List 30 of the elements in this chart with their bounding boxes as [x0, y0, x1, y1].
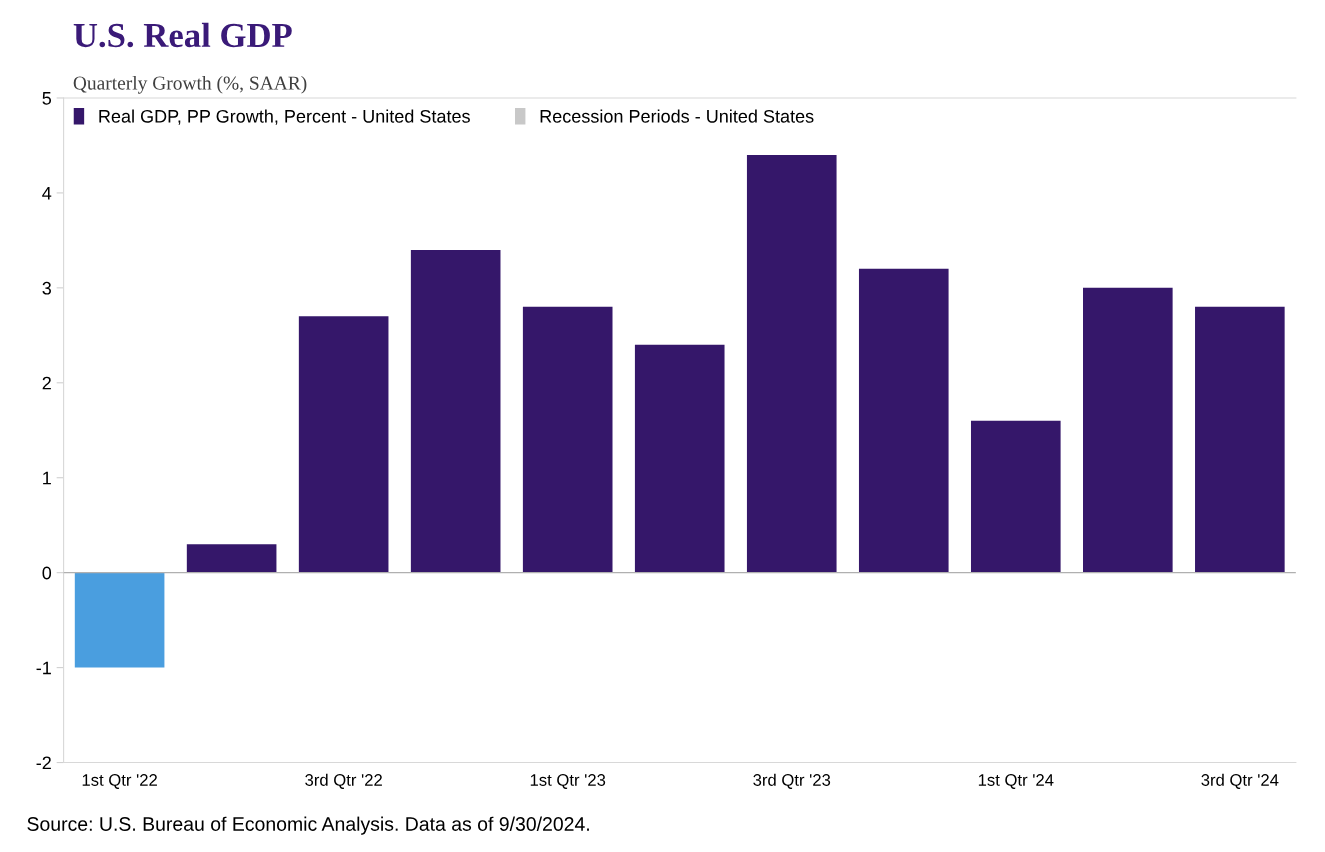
bar — [298, 316, 389, 573]
bar — [1195, 306, 1285, 573]
chart-title: U.S. Real GDP — [73, 22, 292, 48]
x-tick-label: 1st Qtr '23 — [530, 774, 606, 789]
bar — [858, 268, 949, 573]
y-tick-label: 2 — [42, 376, 51, 390]
x-tick-label: 3rd Qtr '23 — [753, 773, 831, 789]
x-tick-label: 1st Qtr '24 — [978, 774, 1054, 789]
bar — [522, 306, 613, 573]
bar — [1083, 287, 1173, 573]
x-tick-label: 3rd Qtr '22 — [305, 773, 382, 789]
source-note: Source: U.S. Bureau of Economic Analysis. Data as of 9/30/2024. — [27, 816, 589, 835]
legend-label: Real GDP, PP Growth, Percent - United States — [99, 109, 470, 125]
y-tick-label: 5 — [42, 92, 52, 105]
y-tick-label: 3 — [42, 281, 51, 295]
chart-subtitle: Quarterly Growth (%, SAAR) — [73, 75, 307, 94]
bar — [634, 344, 725, 573]
y-tick-label: 0 — [42, 566, 52, 580]
x-tick-label: 3rd Qtr '24 — [1201, 773, 1279, 789]
bar — [74, 572, 165, 668]
bar — [410, 249, 501, 573]
bar — [186, 544, 277, 573]
legend-label: Recession Periods - United States — [540, 109, 814, 123]
bar — [746, 154, 837, 573]
y-tick-label: 1 — [43, 471, 51, 485]
bar — [970, 420, 1061, 573]
y-tick-label: 4 — [42, 187, 52, 200]
y-tick-label: -2 — [36, 756, 51, 770]
y-tick-label: -1 — [36, 661, 51, 675]
x-tick-label: 1st Qtr '22 — [82, 774, 157, 789]
